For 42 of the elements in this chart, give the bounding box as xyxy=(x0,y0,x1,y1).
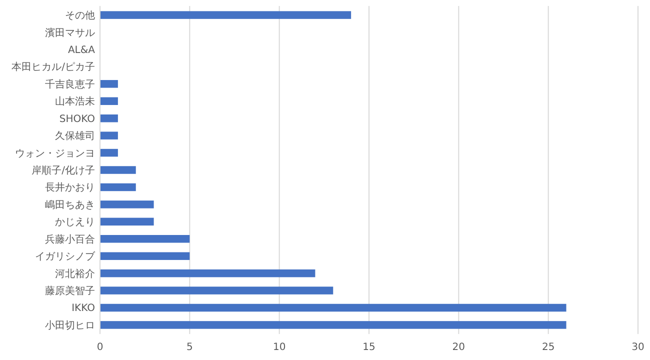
y-tick-label: 千吉良恵子 xyxy=(45,78,95,90)
x-tick-label: 15 xyxy=(362,342,376,353)
y-tick-label: 岸順子/化け子 xyxy=(32,164,95,176)
bar xyxy=(100,166,136,174)
bar xyxy=(100,200,154,208)
x-tick-label: 25 xyxy=(542,342,555,353)
bar xyxy=(100,234,190,243)
bar xyxy=(100,286,334,294)
y-tick-label: 河北裕介 xyxy=(55,268,95,280)
y-tick-label: その他 xyxy=(65,10,95,22)
bar xyxy=(100,132,118,140)
x-tick-label: 20 xyxy=(452,342,466,353)
bar xyxy=(100,252,190,260)
bar xyxy=(100,11,352,19)
bar xyxy=(100,321,566,329)
y-tick-label: IKKO xyxy=(72,303,96,314)
bar xyxy=(100,114,118,122)
bar xyxy=(100,304,566,312)
x-tick-label: 0 xyxy=(96,342,104,353)
bar xyxy=(100,148,118,157)
y-tick-label: 兵藤小百合 xyxy=(45,233,95,246)
y-tick-label: SHOKO xyxy=(59,114,96,125)
y-tick-label: 本田ヒカル/ピカ子 xyxy=(12,61,95,74)
bar xyxy=(100,269,316,278)
y-tick-label: 長井かおり xyxy=(45,182,95,194)
y-tick-label: 濱田マサル xyxy=(45,26,95,39)
x-tick-label: 30 xyxy=(632,342,644,353)
x-tick-label: 5 xyxy=(186,342,193,353)
bar xyxy=(100,80,118,88)
y-tick-label: 山本浩未 xyxy=(55,96,95,108)
y-tick-label: 小田切ヒロ xyxy=(45,319,95,332)
y-tick-label: AL&A xyxy=(68,44,96,56)
bar xyxy=(100,97,118,106)
y-tick-label: 嶋田ちあき xyxy=(45,198,95,211)
y-tick-label: ウォン・ジョンヨ xyxy=(15,148,95,160)
x-tick-label: 10 xyxy=(272,342,286,353)
bar xyxy=(100,218,154,226)
y-tick-label: 久保雄司 xyxy=(55,130,95,142)
y-tick-label: かじえり xyxy=(55,217,95,228)
bar xyxy=(100,183,136,192)
y-tick-label: イガリシノブ xyxy=(35,250,96,263)
y-tick-label: 藤原美智子 xyxy=(45,285,95,298)
